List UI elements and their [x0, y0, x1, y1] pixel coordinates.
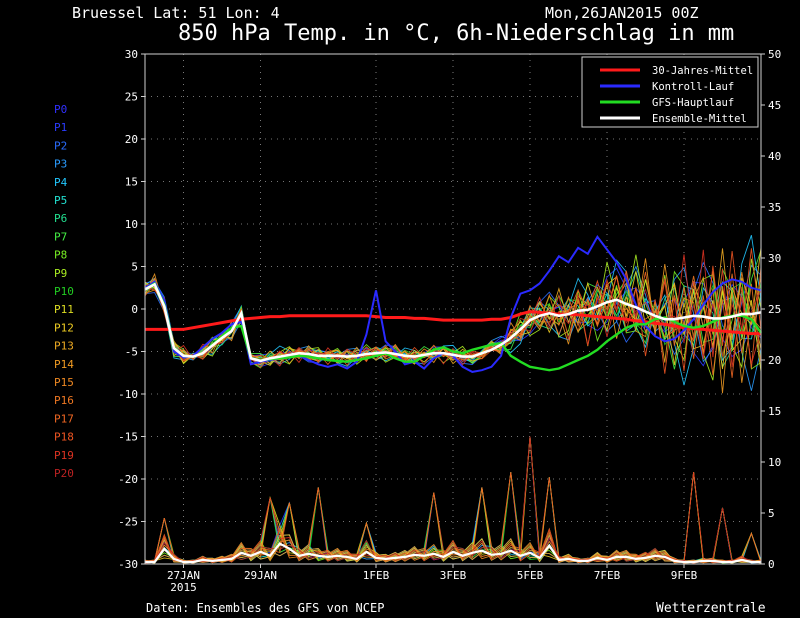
series-line-ensemble_mean: [144, 282, 762, 363]
plot-frame: [144, 53, 762, 565]
left-tick-label: 25: [125, 91, 138, 104]
x-tick-label: 27JAN: [167, 569, 200, 582]
member-precip-P13: [144, 487, 762, 564]
right-tick-label: 40: [768, 150, 781, 163]
member-label-P17: P17: [54, 412, 74, 425]
member-label-P11: P11: [54, 303, 74, 316]
member-label-P2: P2: [54, 139, 67, 152]
left-tick-label: -30: [118, 558, 138, 571]
legend-label-control: Kontroll-Lauf: [652, 81, 734, 93]
member-label-P12: P12: [54, 321, 74, 334]
member-label-P8: P8: [54, 249, 67, 262]
legend-label-operational: GFS-Hauptlauf: [652, 97, 734, 109]
right-tick-label: 5: [768, 507, 775, 520]
right-tick-label: 30: [768, 252, 781, 265]
member-label-P18: P18: [54, 431, 74, 444]
left-tick-label: -25: [118, 516, 138, 529]
right-tick-label: 10: [768, 456, 781, 469]
left-axis-ticks: 30 25 20 15 10 5 0 -5 -10 -15 -20 -25 -30: [118, 48, 145, 571]
left-tick-label: -5: [125, 346, 138, 359]
right-tick-label: 0: [768, 558, 775, 571]
member-label-P3: P3: [54, 158, 67, 171]
member-label-P20: P20: [54, 467, 74, 480]
member-label-P7: P7: [54, 230, 67, 243]
right-tick-label: 20: [768, 354, 781, 367]
member-label-P4: P4: [54, 176, 68, 189]
legend-items: 30-Jahres-Mittel Kontroll-Lauf GFS-Hauptla…: [600, 65, 753, 125]
location-label: Bruessel Lat: 51 Lon: 4: [72, 4, 280, 22]
member-precip-P20: [144, 436, 762, 564]
member-label-P0: P0: [54, 103, 67, 116]
series-line-climatology: [145, 310, 761, 336]
right-tick-label: 50: [768, 48, 781, 61]
member-label-P14: P14: [54, 358, 74, 371]
left-tick-label: -10: [118, 388, 138, 401]
x-tick-label: 7FEB: [594, 569, 621, 582]
right-tick-label: 15: [768, 405, 781, 418]
chart-title: 850 hPa Temp. in °C, 6h-Niederschlag in …: [178, 21, 734, 46]
ensemble-mean-precip-line: [145, 542, 761, 564]
member-label-P15: P15: [54, 376, 74, 389]
left-tick-label: -15: [118, 431, 138, 444]
left-tick-label: 10: [125, 218, 138, 231]
x-tick-label: 3FEB: [440, 569, 467, 582]
left-tick-label: 15: [125, 176, 138, 189]
member-label-P13: P13: [54, 340, 74, 353]
right-tick-label: 25: [768, 303, 781, 316]
member-precip-P15: [144, 472, 762, 564]
right-tick-label: 35: [768, 201, 781, 214]
left-tick-label: 30: [125, 48, 138, 61]
legend: 30-Jahres-Mittel Kontroll-Lauf GFS-Hauptla…: [581, 56, 759, 128]
member-label-P19: P19: [54, 449, 74, 462]
data-source-label: Daten: Ensembles des GFS von NCEP: [146, 601, 384, 615]
left-tick-label: 0: [131, 303, 138, 316]
x-axis-ticks: 27JAN 29JAN 1FEB 3FEB 5FEB 7FEB 9FEB 2015: [167, 564, 698, 594]
brand-label: Wetterzentrale: [656, 601, 766, 616]
member-label-P9: P9: [54, 267, 67, 280]
member-label-P6: P6: [54, 212, 67, 225]
x-tick-label: 29JAN: [244, 569, 277, 582]
left-tick-label: 20: [125, 133, 138, 146]
x-tick-label: 1FEB: [363, 569, 390, 582]
legend-label-climatology: 30-Jahres-Mittel: [652, 65, 753, 77]
member-label-P1: P1: [54, 121, 67, 134]
member-label-P16: P16: [54, 394, 74, 407]
right-tick-label: 45: [768, 99, 781, 112]
x-tick-label: 5FEB: [517, 569, 544, 582]
run-time-label: Mon,26JAN2015 00Z: [545, 4, 699, 22]
left-tick-label: 5: [131, 261, 138, 274]
member-precip-P18: [144, 472, 762, 564]
member-label-P5: P5: [54, 194, 67, 207]
member-label-P10: P10: [54, 285, 74, 298]
x-tick-label: 9FEB: [671, 569, 698, 582]
legend-label-ensemble_mean: Ensemble-Mittel: [652, 113, 747, 125]
left-tick-label: -20: [118, 473, 138, 486]
x-year-label: 2015: [170, 581, 197, 594]
member-list: P0 P1 P2 P3 P4 P5 P6 P7 P8 P9 P10 P11 P12 P13 P14 P15 P1…: [54, 103, 74, 480]
main-series-lines: [144, 234, 762, 564]
